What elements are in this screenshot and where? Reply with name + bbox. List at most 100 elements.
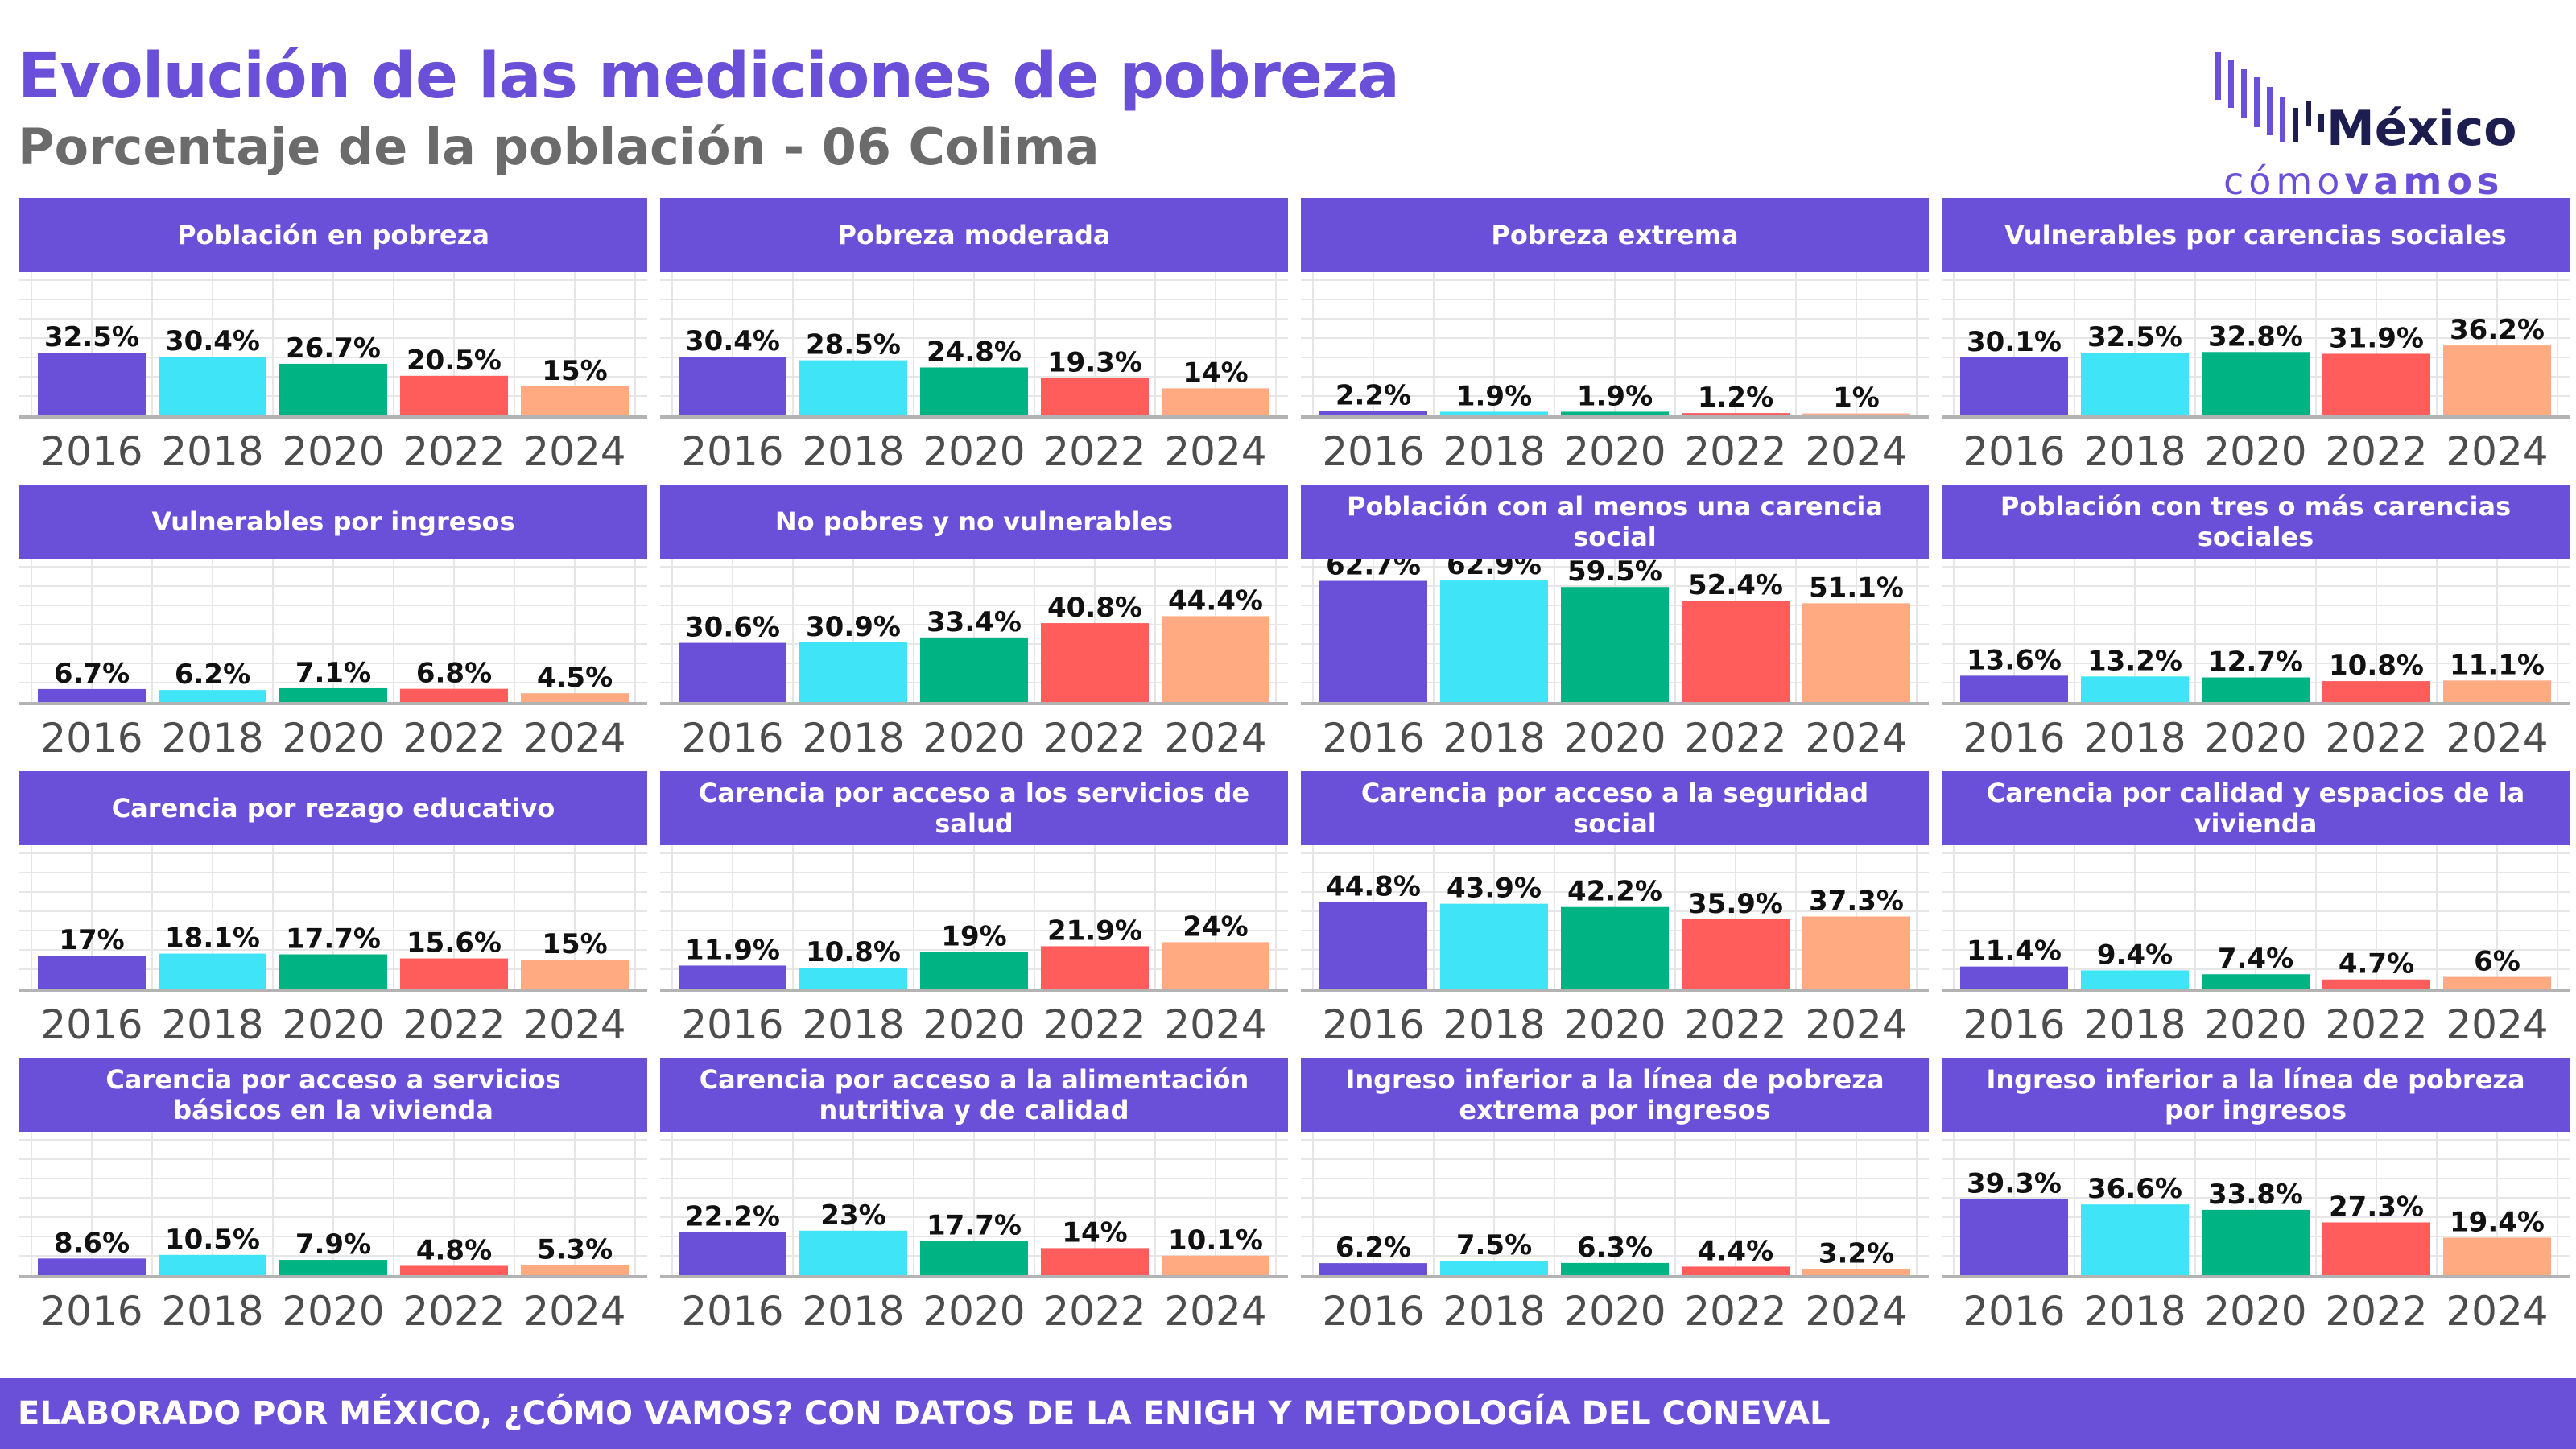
bar [38, 1258, 146, 1275]
x-tick-label: 2024 [1164, 715, 1266, 762]
data-label: 15% [542, 928, 607, 960]
data-label: 11.4% [1967, 935, 2062, 968]
data-label: 40.8% [1047, 592, 1142, 624]
chart-title: Población en pobreza [19, 198, 647, 272]
bar [1162, 388, 1269, 415]
x-tick-label: 2024 [523, 715, 625, 762]
x-tick-label: 2020 [1563, 428, 1666, 475]
bar [1440, 580, 1548, 702]
bar [1561, 587, 1669, 702]
data-label: 19.4% [2450, 1206, 2545, 1238]
data-label: 11.1% [2450, 649, 2545, 681]
bar [1162, 942, 1269, 989]
x-tick-label: 2018 [1443, 428, 1545, 475]
x-tick-label: 2024 [1805, 715, 1907, 762]
bar [1162, 616, 1269, 702]
page-title: Evolución de las mediciones de pobreza [18, 40, 1400, 113]
bar-chart: 30.6% 2016 30.9% 2018 33.4% 2020 40.8% 2022 44.4… [660, 559, 1288, 762]
data-label: 6.2% [175, 658, 250, 691]
x-tick-label: 2018 [1443, 1288, 1545, 1335]
x-tick-label: 2020 [282, 428, 384, 475]
bar [1682, 601, 1790, 702]
chart-title: Carencia por acceso a servicios básicos … [19, 1058, 647, 1132]
data-label: 35.9% [1688, 888, 1783, 920]
data-label: 30.6% [685, 612, 780, 644]
bar [1561, 906, 1669, 989]
x-tick-label: 2024 [2446, 428, 2548, 475]
bar [38, 956, 146, 989]
x-tick-label: 2016 [1322, 1288, 1424, 1335]
x-tick-label: 2022 [2325, 1001, 2427, 1048]
x-tick-label: 2016 [40, 1001, 142, 1048]
chart-title: Ingreso inferior a la línea de pobreza p… [1942, 1058, 2570, 1132]
bar-chart: 8.6% 2016 10.5% 2018 7.9% 2020 4.8% 2022 5.3% 202… [19, 1132, 647, 1335]
bar [1960, 966, 2068, 989]
bar [1682, 919, 1790, 989]
x-tick-label: 2020 [2204, 715, 2306, 762]
x-tick-label: 2020 [2204, 1001, 2306, 1048]
data-label: 10.5% [165, 1224, 260, 1256]
bar [2081, 676, 2189, 702]
data-label: 10.8% [2329, 650, 2424, 682]
x-tick-label: 2022 [1043, 715, 1146, 762]
x-tick-label: 2024 [1805, 1001, 1907, 1048]
x-tick-label: 2016 [681, 1001, 783, 1048]
bar-chart: 30.1% 2016 32.5% 2018 32.8% 2020 31.9% 2022 36.2… [1942, 272, 2570, 475]
logo-bars-icon [2215, 52, 2324, 142]
bar [2322, 979, 2430, 989]
bar [400, 958, 508, 989]
bar [279, 363, 387, 415]
bar [1041, 378, 1149, 415]
x-tick-label: 2018 [802, 715, 904, 762]
x-tick-label: 2022 [2325, 715, 2427, 762]
bar [679, 642, 786, 702]
bar [279, 687, 387, 702]
chart-panel: Ingreso inferior a la línea de pobreza p… [1942, 1058, 2570, 1335]
x-tick-label: 2016 [1322, 428, 1424, 475]
chart-panel: Población con tres o más carencias socia… [1942, 485, 2570, 762]
data-label: 17.7% [286, 923, 381, 956]
x-tick-label: 2022 [2325, 428, 2427, 475]
data-label: 42.2% [1567, 876, 1662, 908]
bar [159, 690, 266, 702]
data-label: 62.7% [1326, 559, 1421, 582]
chart-title: Carencia por acceso a los servicios de s… [660, 771, 1288, 845]
bar [521, 693, 629, 702]
chart-title: No pobres y no vulnerables [660, 485, 1288, 559]
data-label: 32.5% [2087, 321, 2182, 353]
data-label: 19% [941, 920, 1006, 952]
data-label: 27.3% [2329, 1191, 2424, 1223]
x-tick-label: 2016 [40, 428, 142, 475]
data-label: 10.1% [1168, 1224, 1263, 1257]
bar [2081, 970, 2189, 989]
chart-title: Carencia por calidad y espacios de la vi… [1942, 771, 2570, 845]
data-label: 15% [542, 355, 607, 387]
bar-chart: 22.2% 2016 23% 2018 17.7% 2020 14% 2022 10.1% 202… [660, 1132, 1288, 1335]
bar [38, 353, 146, 415]
x-tick-label: 2020 [282, 1288, 384, 1335]
x-tick-label: 2022 [2325, 1288, 2427, 1335]
data-label: 10.8% [806, 936, 901, 968]
bar [400, 375, 508, 415]
logo-tagline: cómovamos [2223, 163, 2504, 200]
x-tick-label: 2018 [161, 428, 263, 475]
x-tick-label: 2022 [1684, 1001, 1786, 1048]
data-label: 37.3% [1809, 885, 1904, 917]
bar [1682, 1266, 1790, 1275]
data-label: 6.7% [54, 658, 130, 690]
x-tick-label: 2018 [802, 428, 904, 475]
bar [920, 952, 1028, 989]
data-label: 4.4% [1698, 1235, 1773, 1267]
bar-chart: 6.2% 2016 7.5% 2018 6.3% 2020 4.4% 2022 3.2% 2024 [1301, 1132, 1929, 1335]
bar [1440, 903, 1548, 989]
data-label: 30.4% [685, 325, 780, 357]
x-tick-label: 2024 [1164, 1001, 1266, 1048]
chart-title: Carencia por acceso a la alimentación nu… [660, 1058, 1288, 1132]
bar [2081, 353, 2189, 415]
data-label: 17.7% [927, 1210, 1022, 1242]
x-tick-label: 2024 [2446, 1288, 2548, 1335]
bar [400, 688, 508, 702]
x-tick-label: 2022 [1043, 1001, 1146, 1048]
chart-title: Población con tres o más carencias socia… [1942, 485, 2570, 559]
bar [920, 1241, 1028, 1275]
